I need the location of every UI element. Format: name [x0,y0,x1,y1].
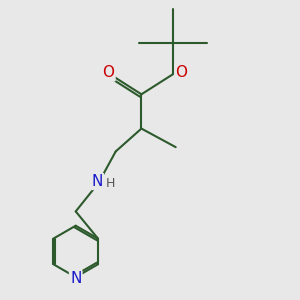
Text: N: N [92,174,103,189]
Text: O: O [176,65,188,80]
Text: N: N [70,271,81,286]
Text: O: O [103,65,115,80]
Text: H: H [106,177,115,190]
